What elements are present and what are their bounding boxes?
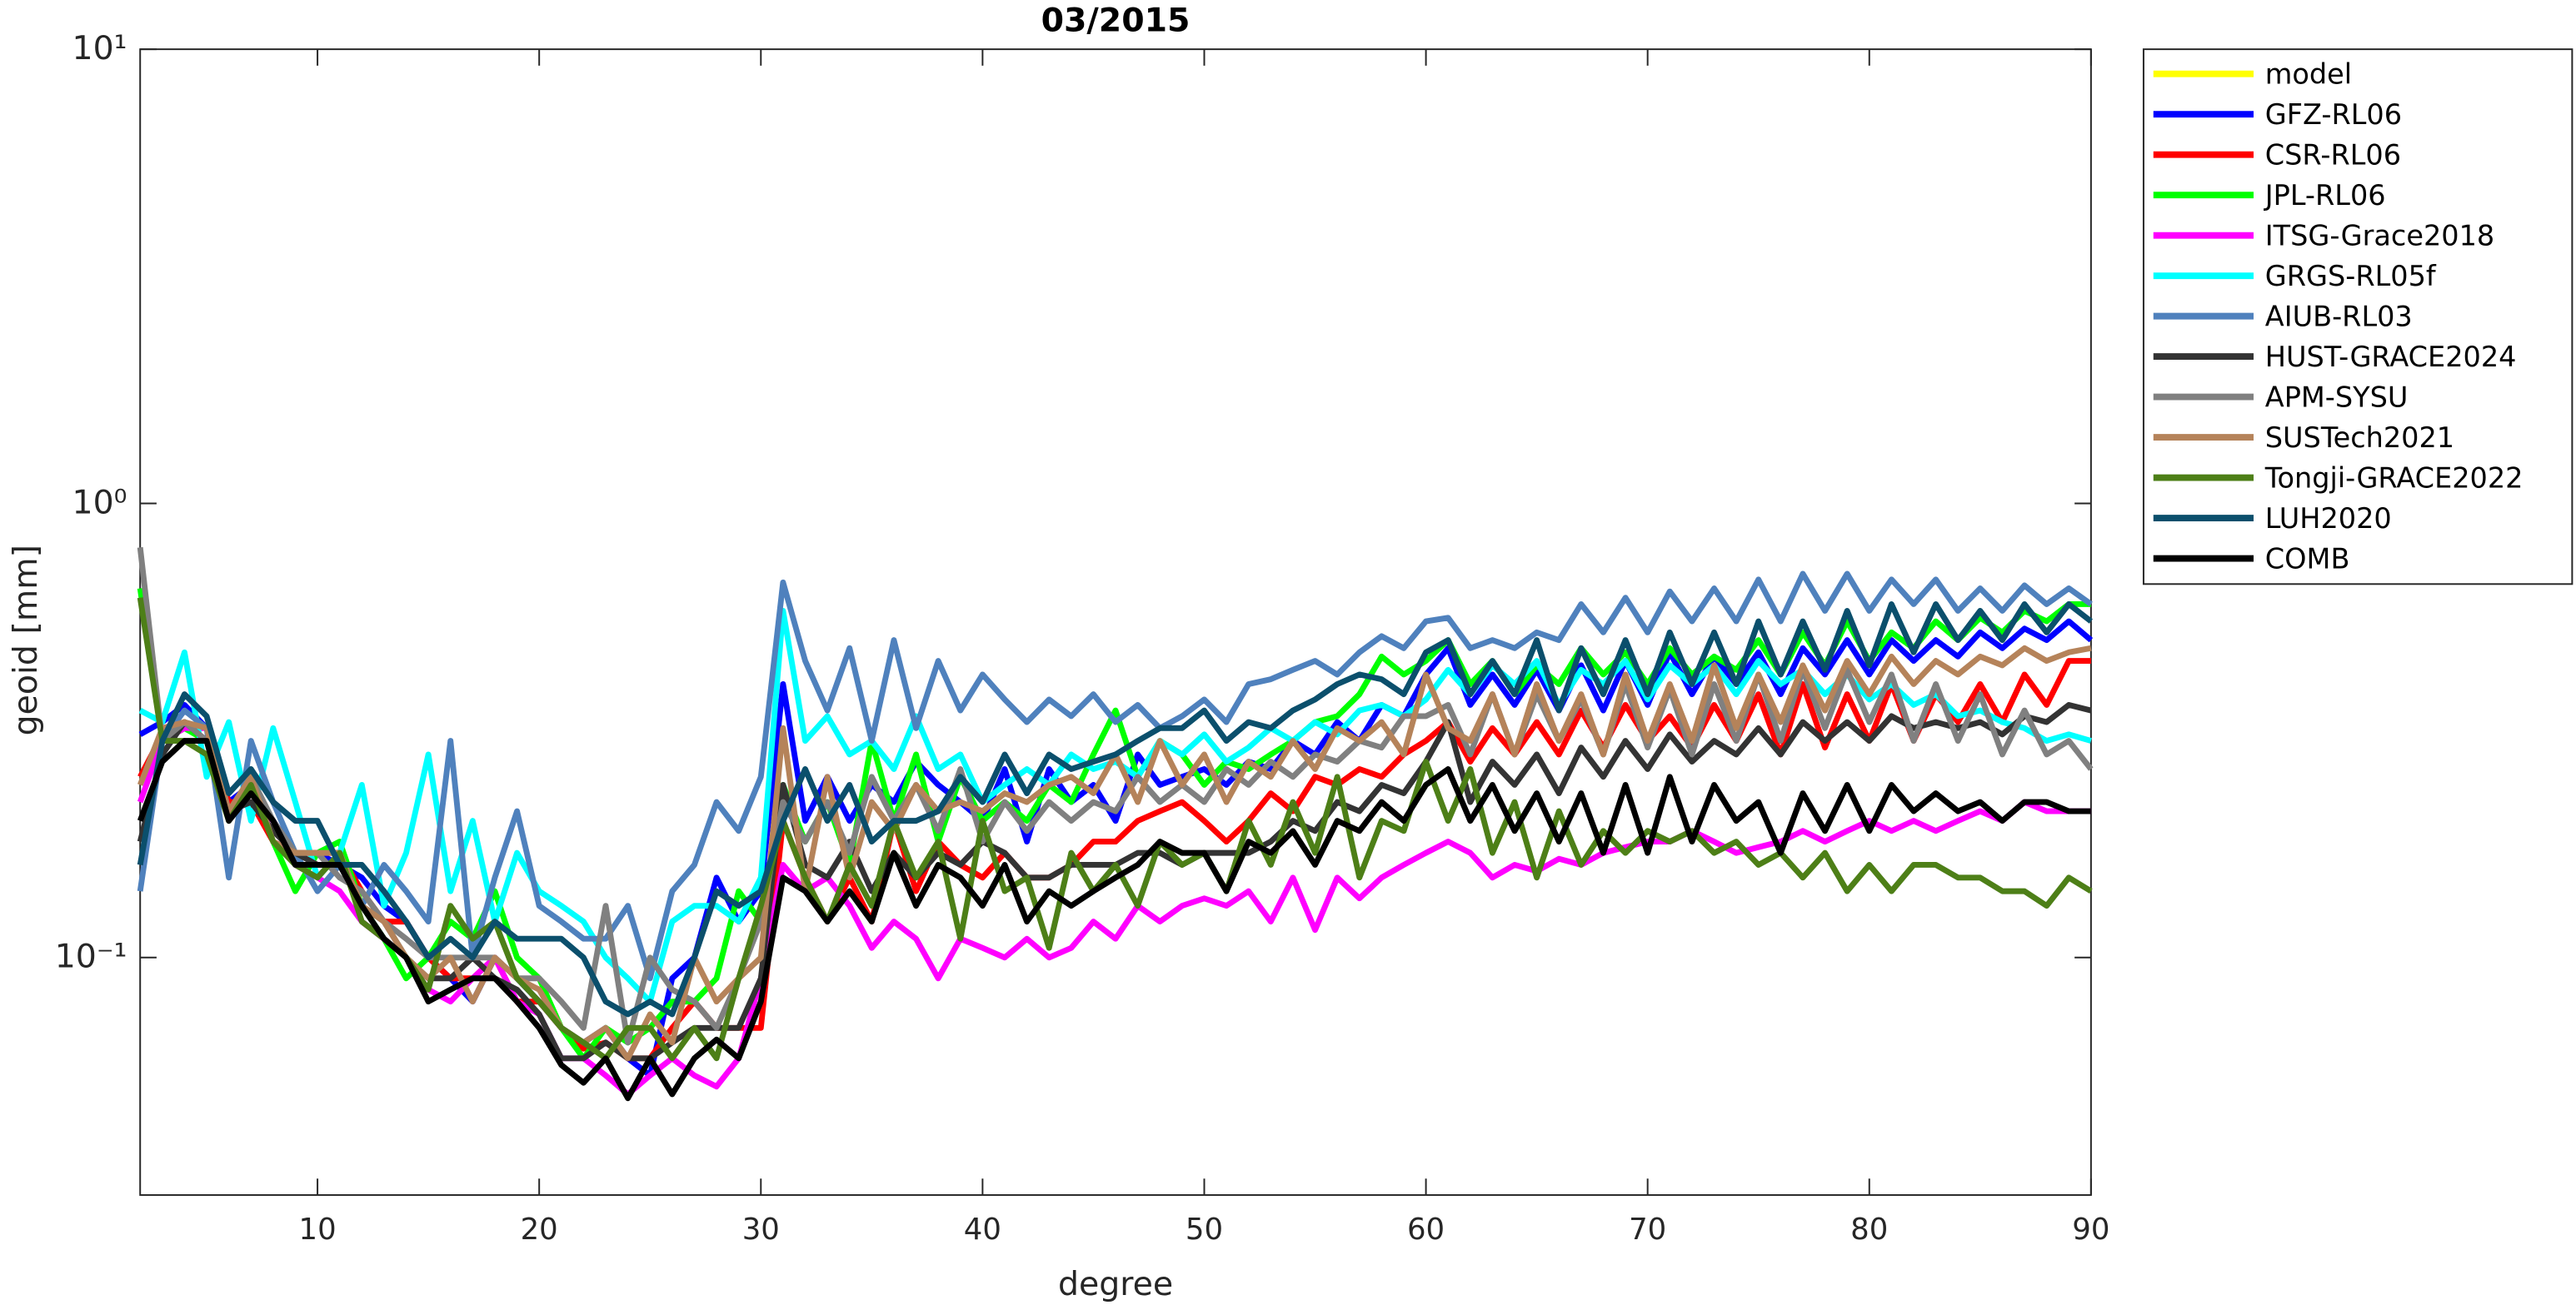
series-line <box>137 601 2093 1018</box>
x-tick-label: 60 <box>1407 1213 1445 1247</box>
series-line <box>138 608 2092 1005</box>
series-line <box>137 597 2093 1062</box>
x-axis-label: degree <box>1058 1265 1173 1303</box>
plot-area: 10 20 30 40 50 60 70 80 90 10⁻¹ 10⁰ 10¹ <box>55 29 2110 1247</box>
series-line <box>137 738 2091 1102</box>
legend-label: HUST-GRACE2024 <box>2265 341 2517 373</box>
x-tick-label: 80 <box>1850 1213 1888 1247</box>
y-tick-label: 10⁻¹ <box>55 938 127 976</box>
x-tick-label: 20 <box>521 1213 558 1247</box>
legend-label: GFZ-RL06 <box>2265 98 2402 131</box>
legend-label: CSR-RL06 <box>2265 139 2401 172</box>
x-tick-label: 70 <box>1629 1213 1666 1247</box>
legend-label: ITSG-Grace2018 <box>2265 219 2494 252</box>
legend-label: LUH2020 <box>2265 502 2392 535</box>
chart-title: 03/2015 <box>1041 1 1191 39</box>
x-tick-label: 90 <box>2072 1213 2109 1247</box>
legend: model GFZ-RL06 CSR-RL06 JPL-RL06 ITSG-Grace2… <box>2142 48 2574 585</box>
x-tick-label: 10 <box>299 1213 337 1247</box>
legend-label: COMB <box>2265 542 2350 575</box>
legend-label: AIUB-RL03 <box>2265 300 2413 332</box>
legend-label: Tongji-GRACE2022 <box>2264 461 2524 494</box>
x-tick-label: 50 <box>1186 1213 1223 1247</box>
legend-label: model <box>2265 58 2352 91</box>
series-line <box>137 658 2091 1062</box>
plot-frame <box>139 48 2092 1196</box>
y-axis-label: geoid [mm] <box>7 545 45 735</box>
x-tick-label: 30 <box>742 1213 780 1247</box>
series-line <box>137 587 2091 1062</box>
x-tick-label: 40 <box>964 1213 1001 1247</box>
legend-label: GRGS-RL05f <box>2265 260 2437 292</box>
series-line <box>137 570 2093 982</box>
legend-label: SUSTech2021 <box>2265 421 2454 454</box>
legend-label: JPL-RL06 <box>2264 179 2386 212</box>
legend-label: APM-SYSU <box>2265 381 2409 413</box>
y-tick-label: 10¹ <box>72 29 127 67</box>
y-tick-label: 10⁰ <box>72 483 127 521</box>
